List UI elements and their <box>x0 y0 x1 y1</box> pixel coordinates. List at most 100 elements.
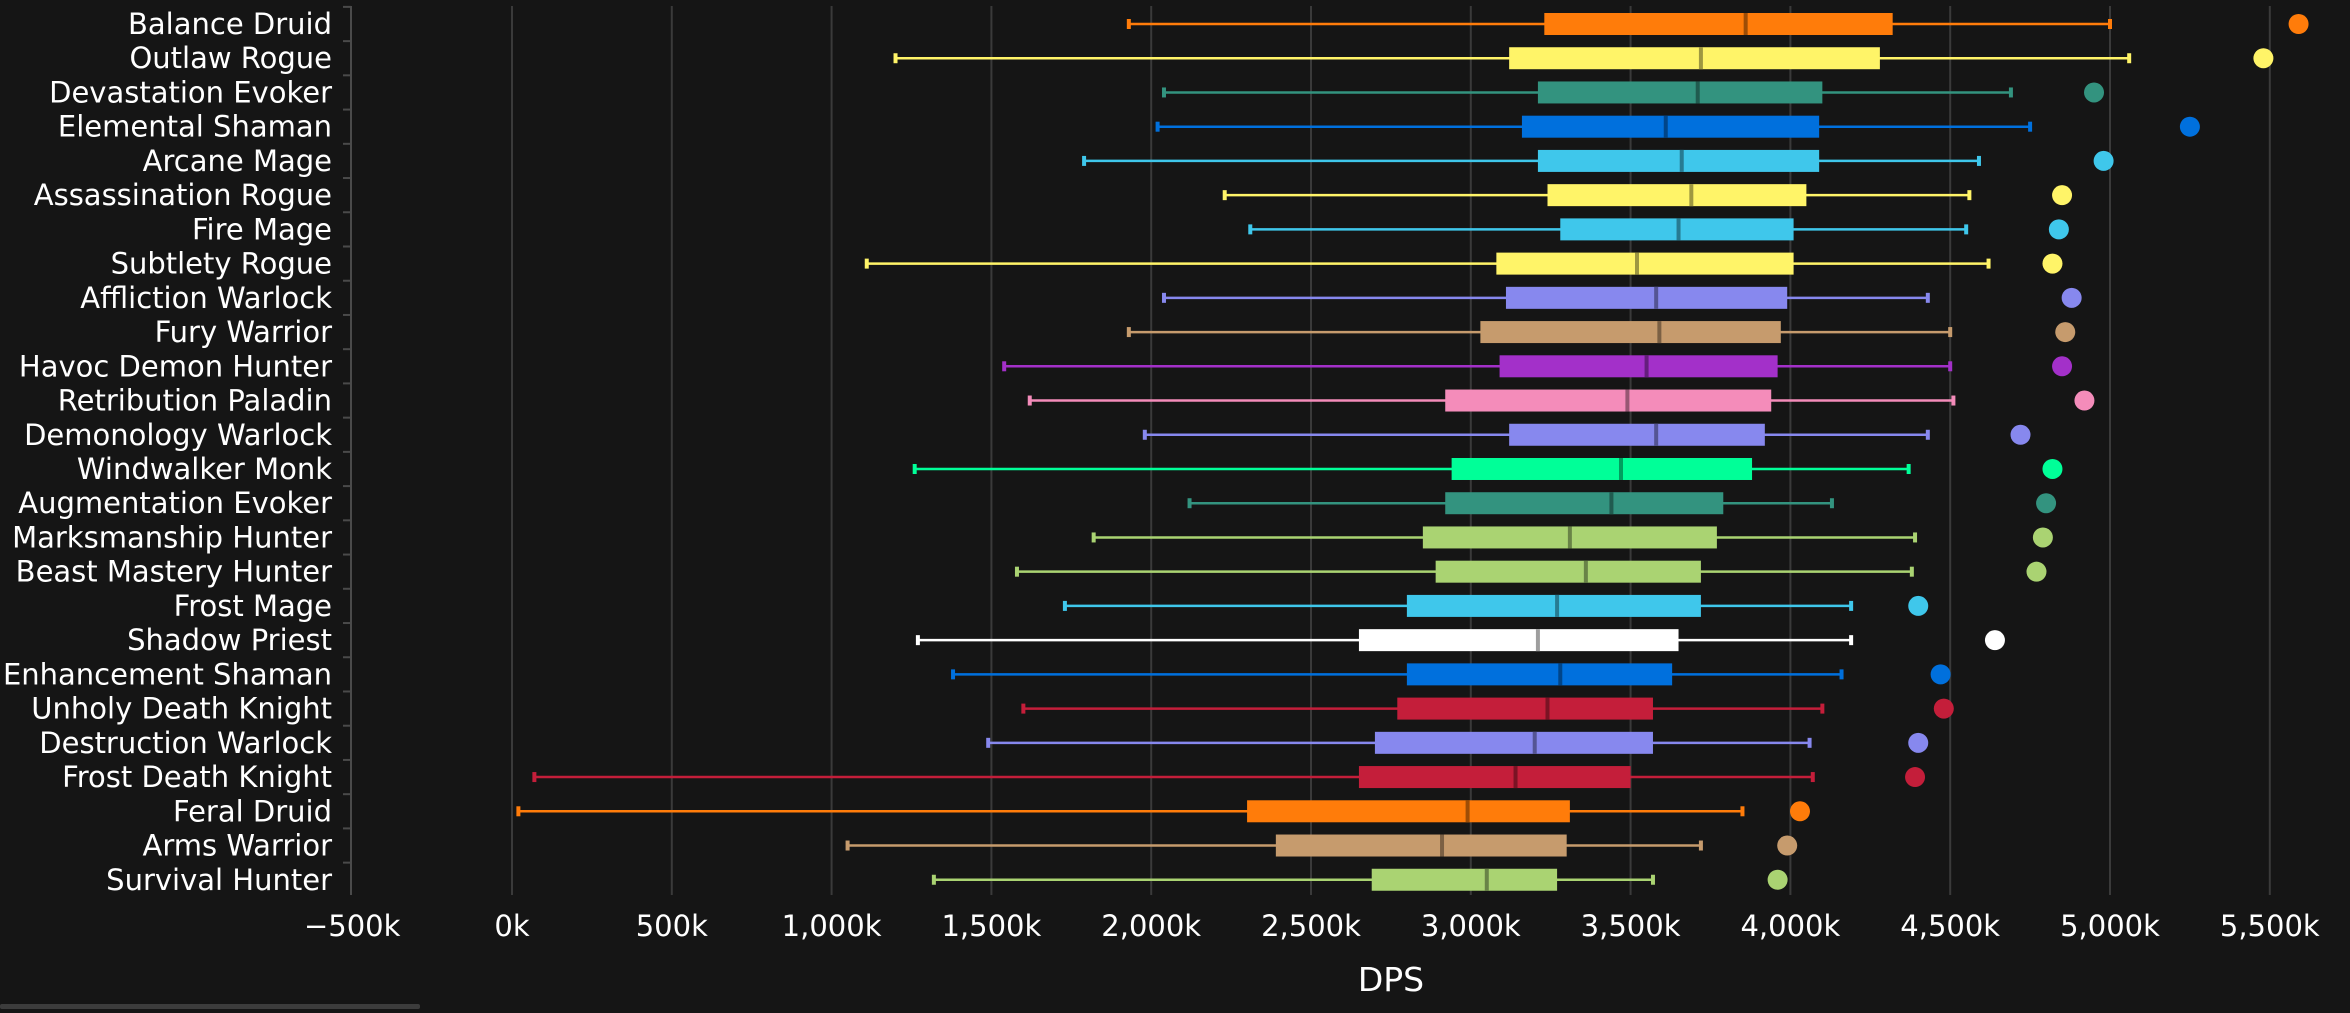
iqr-box[interactable] <box>1509 47 1880 70</box>
outlier-point[interactable] <box>2055 322 2076 343</box>
iqr-box[interactable] <box>1480 321 1781 344</box>
category-label: Beast Mastery Hunter <box>16 555 332 589</box>
outlier-point[interactable] <box>2179 116 2200 137</box>
x-axis-title: DPS <box>1358 960 1424 999</box>
box-plot-row <box>1248 218 2069 241</box>
category-label: Havoc Demon Hunter <box>19 349 332 383</box>
x-tick-label: −500k <box>304 909 401 943</box>
category-label: Destruction Warlock <box>39 726 332 760</box>
outlier-point[interactable] <box>2052 356 2073 377</box>
outlier-point[interactable] <box>2052 185 2073 206</box>
outlier-point[interactable] <box>1789 801 1810 822</box>
outlier-point[interactable] <box>2036 493 2057 514</box>
iqr-box[interactable] <box>1374 731 1653 754</box>
iqr-box[interactable] <box>1358 629 1679 652</box>
outlier-point[interactable] <box>2253 48 2274 69</box>
outlier-point[interactable] <box>2288 14 2309 34</box>
iqr-box[interactable] <box>1371 868 1558 891</box>
x-tick-label: 3,000k <box>1421 909 1521 943</box>
box-plot-row <box>1027 389 2095 412</box>
iqr-box[interactable] <box>1544 13 1893 35</box>
iqr-box[interactable] <box>1247 800 1570 823</box>
x-tick-label: 5,500k <box>2220 909 2320 943</box>
box-plot-row <box>893 47 2274 70</box>
iqr-box[interactable] <box>1451 457 1753 480</box>
x-tick-label: 1,500k <box>941 909 1041 943</box>
box-plot-row <box>1142 423 2031 446</box>
category-label: Assassination Rogue <box>34 178 332 212</box>
outlier-point[interactable] <box>1905 767 1926 788</box>
outlier-point[interactable] <box>2042 458 2063 479</box>
outlier-point[interactable] <box>1908 732 1929 753</box>
category-label: Windwalker Monk <box>77 452 332 486</box>
outlier-point[interactable] <box>2010 424 2031 445</box>
outlier-point[interactable] <box>2061 287 2082 308</box>
box-plot-row <box>1014 560 2047 583</box>
box-plot-series <box>516 13 2309 891</box>
iqr-box[interactable] <box>1537 149 1820 172</box>
horizontal-scrollbar[interactable] <box>0 1004 420 1009</box>
outlier-point[interactable] <box>2032 527 2053 548</box>
category-label: Outlaw Rogue <box>129 41 332 75</box>
x-tick-label: 2,500k <box>1261 909 1361 943</box>
iqr-box[interactable] <box>1358 766 1631 789</box>
iqr-box[interactable] <box>1509 423 1765 446</box>
outlier-point[interactable] <box>1933 698 1954 719</box>
iqr-box[interactable] <box>1505 286 1788 309</box>
iqr-box[interactable] <box>1496 252 1794 275</box>
outlier-point[interactable] <box>2074 390 2095 411</box>
outlier-point[interactable] <box>2093 150 2114 171</box>
outlier-point[interactable] <box>1930 664 1951 685</box>
iqr-box[interactable] <box>1445 492 1724 515</box>
outlier-point[interactable] <box>2084 82 2105 103</box>
x-tick-label: 2,000k <box>1101 909 1201 943</box>
iqr-box[interactable] <box>1435 560 1701 583</box>
box-plot-row <box>1155 115 2200 138</box>
outlier-point[interactable] <box>1767 869 1788 890</box>
box-plot-row <box>1091 526 2053 549</box>
category-label: Fury Warrior <box>155 315 333 349</box>
category-label: Enhancement Shaman <box>3 657 332 691</box>
box-plot-row <box>1222 184 2073 207</box>
x-tick-label: 0k <box>494 909 529 943</box>
outlier-point[interactable] <box>1777 835 1798 856</box>
x-tick-label: 500k <box>636 909 708 943</box>
outlier-point[interactable] <box>2042 253 2063 274</box>
category-label: Elemental Shaman <box>58 110 332 144</box>
box-plot-row <box>1021 697 1954 720</box>
outlier-point[interactable] <box>2026 561 2047 582</box>
x-axis-ticks: −500k 0k 500k 1,000k 1,500k 2,000k 2,500k 3,000… <box>304 909 2320 943</box>
box-plot-row <box>516 800 1810 823</box>
category-label: Devastation Evoker <box>49 75 332 109</box>
box-plot-row <box>1187 492 2057 515</box>
category-label: Augmentation Evoker <box>18 486 332 520</box>
iqr-box[interactable] <box>1445 389 1772 412</box>
iqr-box[interactable] <box>1537 81 1823 104</box>
category-label: Arms Warrior <box>143 829 333 863</box>
grid-lines <box>511 6 2271 895</box>
outlier-point[interactable] <box>1984 630 2005 651</box>
x-tick-label: 1,000k <box>782 909 882 943</box>
box-plot-row <box>912 457 2063 480</box>
box-plot-row <box>1082 149 2114 172</box>
category-label: Fire Mage <box>192 212 332 246</box>
category-label: Unholy Death Knight <box>31 692 332 726</box>
iqr-box[interactable] <box>1397 697 1653 720</box>
x-tick-label: 3,500k <box>1581 909 1681 943</box>
box-plot-row <box>864 252 2063 275</box>
outlier-point[interactable] <box>1908 595 1929 616</box>
iqr-box[interactable] <box>1406 594 1701 617</box>
box-plot-row <box>1126 13 2309 35</box>
iqr-box[interactable] <box>1275 834 1567 857</box>
iqr-box[interactable] <box>1547 184 1807 207</box>
iqr-box[interactable] <box>1406 663 1673 686</box>
iqr-box[interactable] <box>1499 355 1778 378</box>
outlier-point[interactable] <box>2048 219 2069 240</box>
iqr-box[interactable] <box>1521 115 1820 138</box>
box-plot-row <box>986 731 1929 754</box>
box-plot-row <box>915 629 2005 652</box>
category-label: Subtlety Rogue <box>111 247 332 281</box>
